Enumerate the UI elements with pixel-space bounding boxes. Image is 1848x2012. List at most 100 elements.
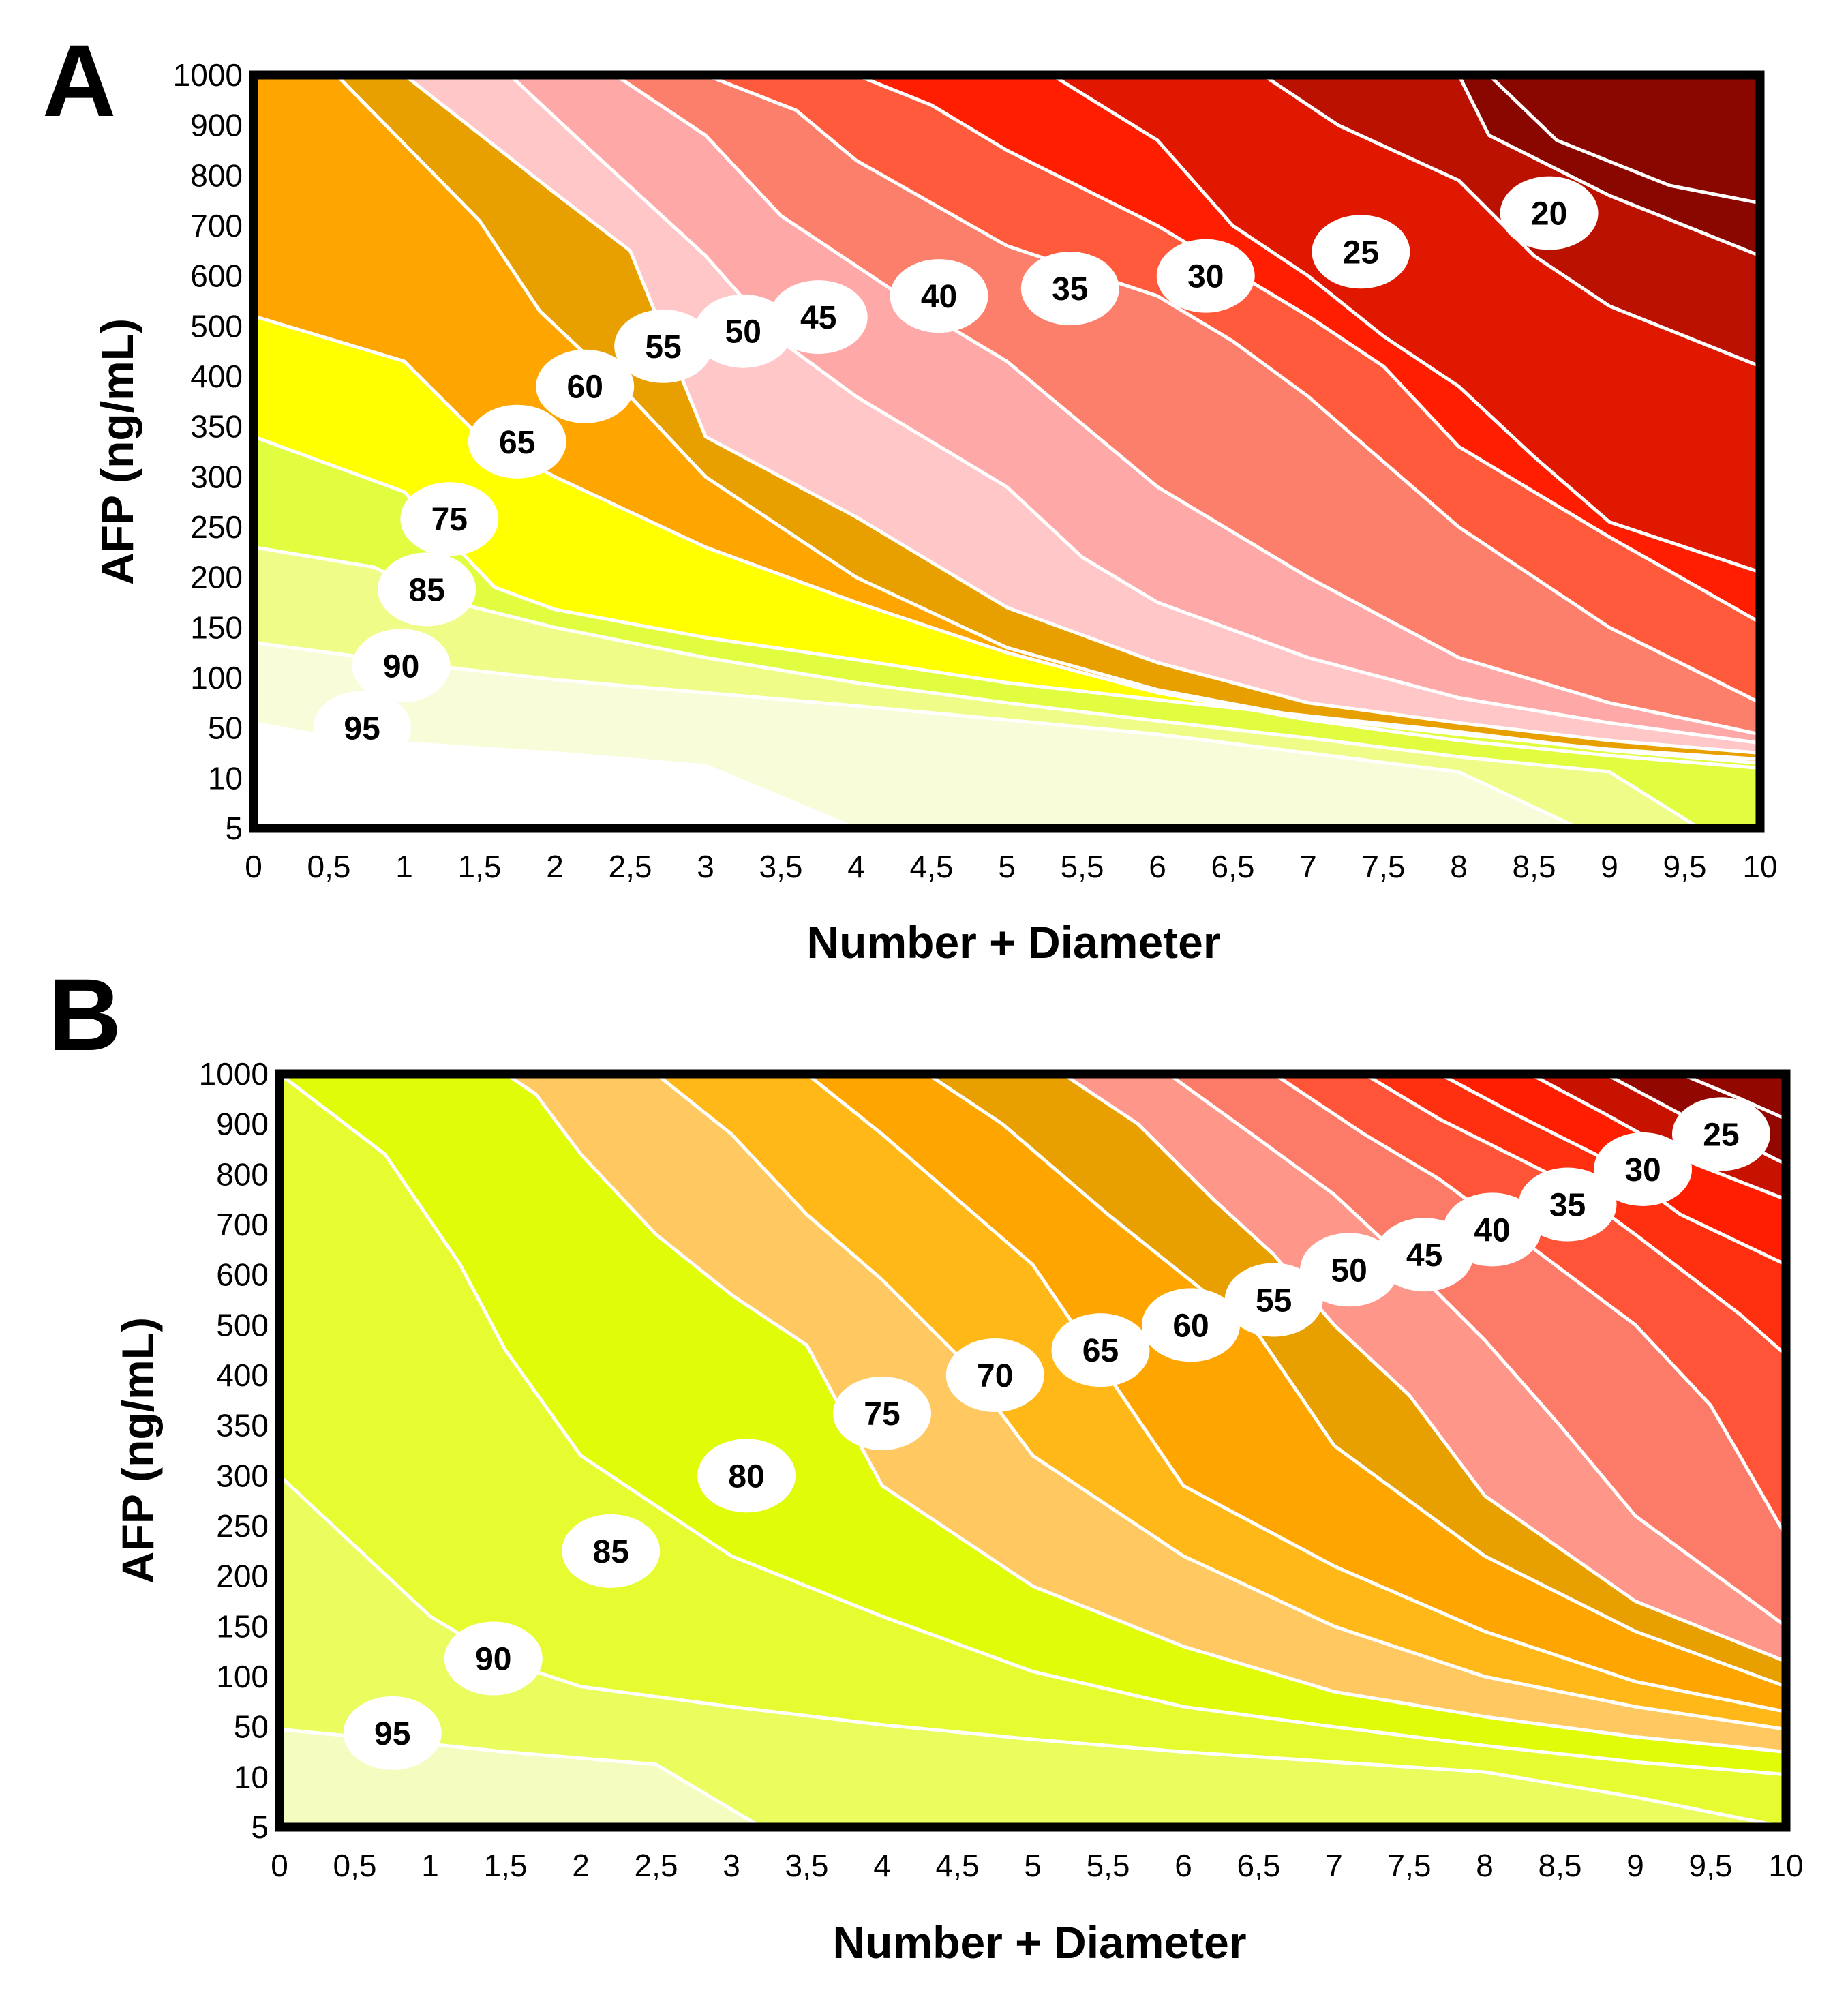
contour-label-text: 65 xyxy=(499,425,535,461)
panel-a-contour-label-35: 35 xyxy=(1020,252,1119,326)
panel-a-contour-65 xyxy=(335,74,1761,762)
panel-b-x-tick-label: 0,5 xyxy=(333,1848,377,1883)
panel-b-y-tick-label: 900 xyxy=(216,1107,269,1142)
contour-label-text: 60 xyxy=(567,370,603,406)
contour-label-bubble xyxy=(1671,1097,1770,1171)
contour-label-bubble xyxy=(1312,215,1410,289)
panel-b-band-90 xyxy=(279,1475,1786,1827)
panel-a-y-tick-label: 100 xyxy=(190,660,243,695)
panel-a-contour-label-20: 20 xyxy=(1500,176,1599,250)
panel-b-x-tick-label: 1 xyxy=(421,1848,439,1883)
panel-a-x-axis-title: Number + Diameter xyxy=(806,917,1220,967)
contour-label-text: 55 xyxy=(1256,1283,1292,1319)
panel-b-contour-label-40: 40 xyxy=(1443,1192,1542,1267)
panel-a-x-tick-label: 2 xyxy=(546,849,564,884)
panel-b-contour-label-95: 95 xyxy=(343,1696,442,1770)
contour-label-bubble xyxy=(890,259,988,333)
panel-a-x-tick-label: 8 xyxy=(1450,849,1468,884)
panel-a-x-tick-label: 5 xyxy=(998,849,1016,884)
panel-a-contour-label-60: 60 xyxy=(536,349,635,423)
panel-a-letter: A xyxy=(42,23,116,138)
panel-b-y-ticks: 5 10 50 100 150 200 250 300 350 400 500 600 700 800 90… xyxy=(199,1056,269,1845)
contour-label-bubble xyxy=(536,349,635,423)
panel-b-y-tick-label: 600 xyxy=(216,1257,269,1293)
panel-b-contour-85 xyxy=(278,1072,1787,1777)
panel-a-y-axis-title: AFP (ng/mL) xyxy=(92,318,142,585)
panel-a-x-tick-label: 3 xyxy=(697,849,714,884)
panel-b-y-tick-label: 5 xyxy=(251,1810,269,1845)
panel-b-contour-labels: 95 90 85 80 75 70 65 60 55 50 45 40 35 30 25 xyxy=(343,1097,1770,1770)
panel-b-y-tick-label: 800 xyxy=(216,1156,269,1192)
contour-label-text: 25 xyxy=(1703,1117,1739,1153)
contour-label-text: 60 xyxy=(1172,1308,1209,1344)
panel-a-contour-35 xyxy=(1050,73,1761,574)
panel-a-contour-label-50: 50 xyxy=(694,294,793,368)
panel-a-x-tick-label: 1 xyxy=(395,849,413,884)
panel-b-contour-90 xyxy=(278,1474,1787,1829)
panel-b-contour-label-60: 60 xyxy=(1142,1288,1241,1362)
panel-b-contour-label-30: 30 xyxy=(1594,1132,1693,1206)
contour-label-text: 55 xyxy=(645,329,681,365)
contour-label-bubble xyxy=(769,280,868,355)
panel-b-x-tick-label: 10 xyxy=(1768,1848,1803,1883)
contour-label-bubble xyxy=(1051,1313,1150,1387)
panel-a-band-95 xyxy=(254,723,856,828)
panel-a-x-tick-label: 5,5 xyxy=(1061,849,1104,884)
panel-a-x-tick-label: 6 xyxy=(1149,849,1166,884)
panel-a-contour-80 xyxy=(253,435,1761,765)
contour-label-bubble xyxy=(1500,176,1599,250)
panel-a-contour-label-40: 40 xyxy=(890,259,988,333)
panel-a-y-tick-label: 400 xyxy=(190,359,243,394)
panel-a-contour-label-90: 90 xyxy=(352,629,451,703)
panel-b-y-tick-label: 700 xyxy=(216,1207,269,1242)
panel-a-y-tick-label: 150 xyxy=(190,610,243,645)
contour-label-text: 35 xyxy=(1052,271,1088,307)
panel-a-contour-label-30: 30 xyxy=(1156,239,1255,313)
panel-b-x-tick-label: 2,5 xyxy=(635,1848,678,1883)
panel-a-contour-label-25: 25 xyxy=(1312,215,1410,289)
panel-a-y-tick-label: 800 xyxy=(190,157,243,193)
contour-label-bubble xyxy=(1156,239,1255,313)
contour-label-bubble xyxy=(1518,1167,1617,1242)
panel-a-contour-30 xyxy=(1262,73,1761,368)
panel-a-x-tick-label: 1,5 xyxy=(458,849,502,884)
panel-a-x-ticks: 0 0,5 1 1,5 2 2,5 3 3,5 4 4,5 5 5,5 6 6,5 7 7,5 8 8,5 9 9,5… xyxy=(245,849,1777,884)
panel-b-x-tick-label: 5 xyxy=(1024,1848,1042,1883)
panel-a-y-tick-label: 350 xyxy=(190,409,243,445)
contour-label-text: 85 xyxy=(408,572,444,608)
contour-label-text: 30 xyxy=(1624,1152,1661,1188)
panel-a-y-tick-label: 50 xyxy=(208,710,243,746)
contour-label-bubble xyxy=(352,629,451,703)
panel-b-contour-label-65: 65 xyxy=(1051,1313,1150,1387)
contour-label-bubble xyxy=(400,482,499,556)
panel-b-x-tick-label: 7,5 xyxy=(1388,1848,1432,1883)
panel-a-contour-label-95: 95 xyxy=(313,691,412,765)
panel-b-x-tick-label: 6 xyxy=(1175,1848,1192,1883)
contour-label-bubble xyxy=(343,1696,442,1770)
panel-a-x-tick-label: 9 xyxy=(1601,849,1618,884)
panel-b-x-tick-label: 5,5 xyxy=(1087,1848,1130,1883)
contour-label-bubble xyxy=(1142,1288,1241,1362)
panel-b-x-ticks: 0 0,5 1 1,5 2 2,5 3 3,5 4 4,5 5 5,5 6 6,5 7 7,5 8 8,5 9 9,5… xyxy=(271,1848,1803,1883)
contour-label-text: 50 xyxy=(725,314,761,350)
contour-label-text: 45 xyxy=(800,300,836,336)
panel-a-x-tick-label: 4,5 xyxy=(910,849,954,884)
panel-a-x-tick-label: 3,5 xyxy=(759,849,803,884)
panel-b-contour-label-85: 85 xyxy=(562,1514,661,1588)
panel-b-contour-label-90: 90 xyxy=(444,1621,543,1696)
contour-label-bubble xyxy=(313,691,412,765)
panel-a-y-tick-label: 500 xyxy=(190,308,243,344)
panel-b-contour-label-25: 25 xyxy=(1671,1097,1770,1171)
contour-label-text: 65 xyxy=(1082,1333,1119,1369)
panel-a-frame xyxy=(249,70,1765,833)
panel-a-y-tick-label: 600 xyxy=(190,258,243,294)
panel-a-x-tick-label: 6,5 xyxy=(1211,849,1255,884)
panel-a-y-tick-label: 300 xyxy=(190,459,243,494)
panel-a-y-tick-label: 200 xyxy=(190,560,243,595)
panel-a-contour-75 xyxy=(253,314,1761,770)
contour-label-bubble xyxy=(614,309,713,383)
contour-label-text: 30 xyxy=(1187,259,1224,295)
contour-label-text: 75 xyxy=(431,502,468,538)
